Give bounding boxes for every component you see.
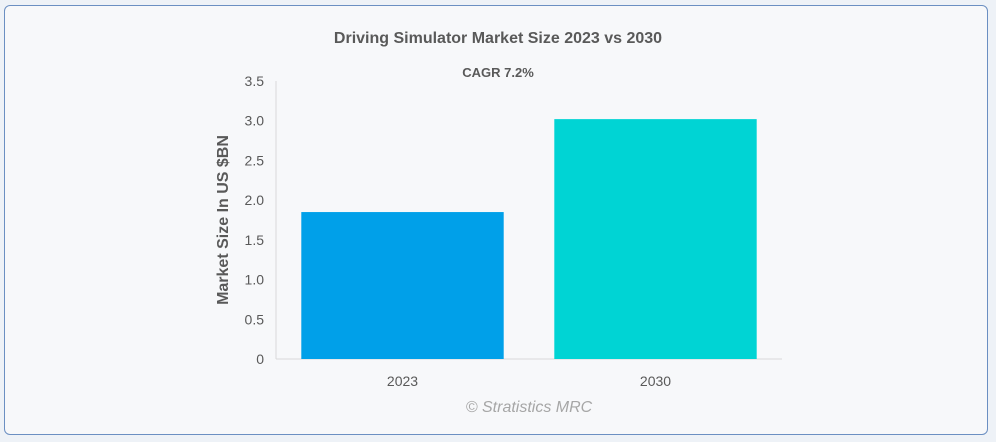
y-tick-label: 2.5 <box>245 152 265 168</box>
y-tick-label: 1.5 <box>245 232 265 248</box>
bar-2023 <box>301 212 504 359</box>
watermark: © Stratistics MRC <box>465 399 593 416</box>
y-axis-ticks: 0 0.5 1.0 1.5 2.0 2.5 3.0 3.5 <box>245 73 265 367</box>
y-tick-label: 2.0 <box>245 192 265 208</box>
y-tick-label: 3.5 <box>245 73 265 89</box>
bar-2030 <box>554 119 757 359</box>
chart-title: Driving Simulator Market Size 2023 vs 20… <box>333 30 663 47</box>
y-tick-label: 0.5 <box>245 311 265 327</box>
x-axis-ticks: 2023 2030 <box>387 373 671 389</box>
x-tick-label: 2030 <box>640 373 671 389</box>
bars <box>301 119 757 359</box>
chart-subtitle: CAGR 7.2% <box>462 65 534 80</box>
y-tick-label: 3.0 <box>245 113 265 129</box>
y-tick-label: 0 <box>256 351 264 367</box>
y-tick-label: 1.0 <box>245 272 265 288</box>
x-tick-label: 2023 <box>387 373 418 389</box>
